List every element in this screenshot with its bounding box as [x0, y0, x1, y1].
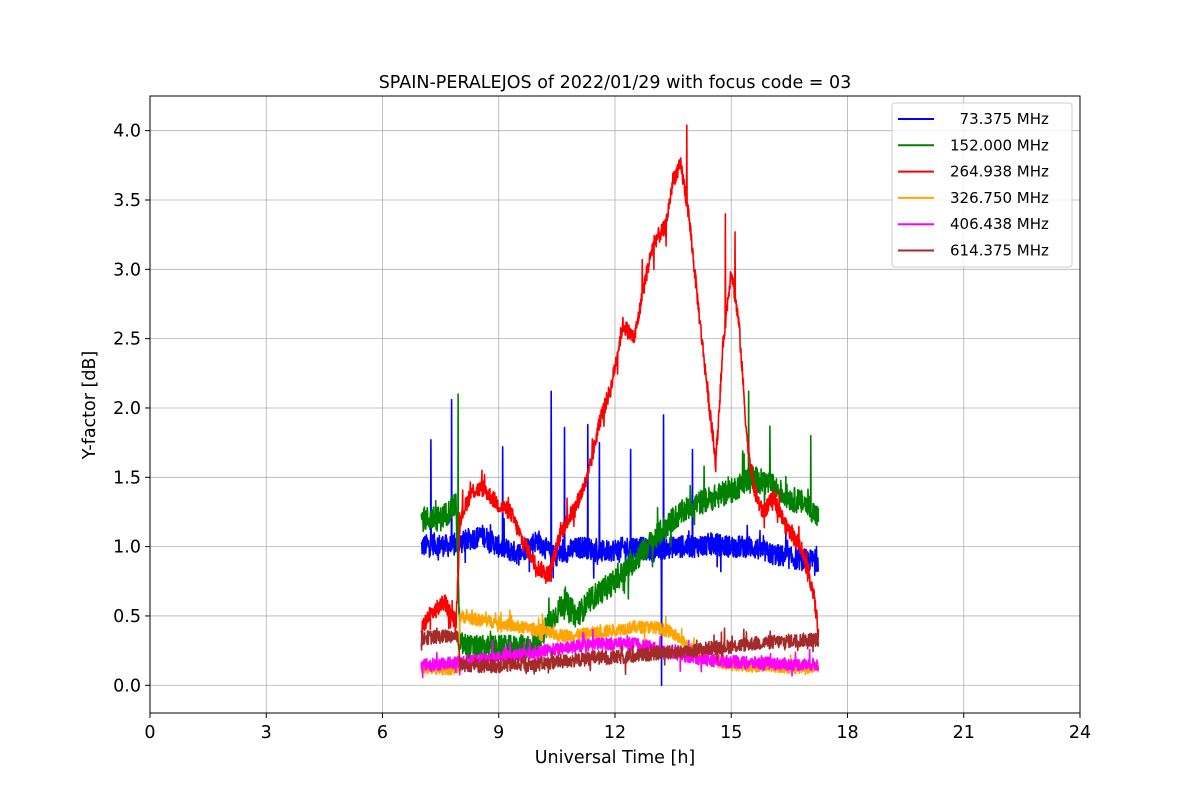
- x-tick-label: 24: [1069, 723, 1091, 743]
- series-line: [420, 124, 820, 640]
- series-line: [420, 390, 820, 687]
- legend-label: 264.938 MHz: [950, 163, 1049, 181]
- y-tick-label: 3.0: [113, 260, 141, 280]
- y-tick-label: 2.5: [113, 330, 141, 350]
- y-tick-label: 2.0: [113, 399, 141, 419]
- series-line: [420, 627, 820, 676]
- legend-label: 406.438 MHz: [950, 215, 1049, 233]
- x-tick-label: 12: [604, 723, 626, 743]
- y-axis: 0.0 0.5 1.0 1.5 2.0 2.5 3.0 3.5 4.0: [113, 122, 150, 696]
- y-tick-label: 1.0: [113, 538, 141, 558]
- legend-label: 152.000 MHz: [950, 136, 1049, 154]
- x-axis: 0 3 6 9 12 15 18 21 24: [144, 713, 1091, 743]
- series-line: [420, 608, 820, 676]
- y-tick-label: 1.5: [113, 468, 141, 488]
- legend: 73.375 MHz 152.000 MHz 264.938 MHz 326.750 …: [891, 102, 1073, 268]
- series-line: [420, 628, 820, 679]
- x-tick-label: 18: [836, 723, 858, 743]
- legend-label: 326.750 MHz: [950, 189, 1049, 207]
- y-tick-label: 3.5: [113, 191, 141, 211]
- chart-title: SPAIN-PERALEJOS of 2022/01/29 with focus…: [379, 73, 852, 93]
- x-tick-label: 15: [720, 723, 742, 743]
- y-tick-label: 4.0: [113, 122, 141, 142]
- y-tick-label: 0.5: [113, 607, 141, 627]
- x-tick-label: 3: [261, 723, 272, 743]
- legend-label: 73.375 MHz: [950, 110, 1049, 128]
- x-tick-label: 21: [953, 723, 975, 743]
- legend-label: 614.375 MHz: [950, 242, 1049, 260]
- y-axis-title: Y-factor [dB]: [80, 351, 100, 461]
- x-tick-label: 9: [493, 723, 504, 743]
- y-tick-label: 0.0: [113, 676, 141, 696]
- x-tick-label: 0: [144, 723, 155, 743]
- x-tick-label: 6: [377, 723, 388, 743]
- legend-box: [891, 102, 1073, 268]
- series-layer: [420, 124, 820, 687]
- x-axis-title: Universal Time [h]: [535, 748, 695, 768]
